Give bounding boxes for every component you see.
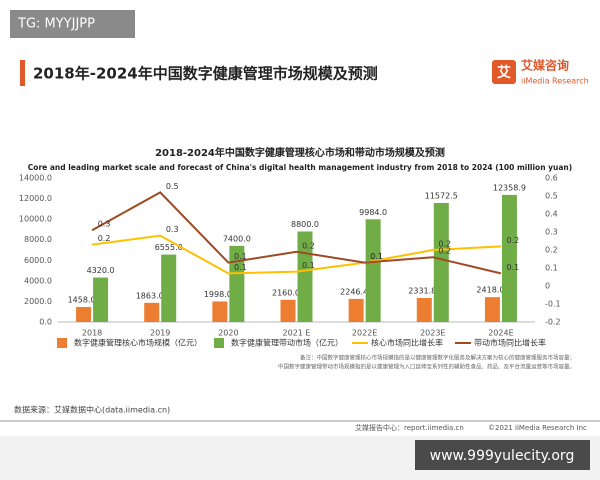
legend-label: 带动市场同比增长率 bbox=[474, 338, 546, 348]
y2-tick-label: -0.2 bbox=[545, 318, 561, 327]
bar-label: 6555.0 bbox=[155, 243, 183, 252]
line-label: 0.1 bbox=[302, 261, 315, 270]
bar bbox=[501, 194, 517, 322]
y2-tick-label: 0 bbox=[545, 282, 550, 291]
bar-label: 7400.0 bbox=[223, 234, 251, 243]
y2-tick-label: 0.6 bbox=[545, 174, 558, 183]
line-label: 0.3 bbox=[98, 220, 111, 229]
site-watermark: www.999yulecity.org bbox=[430, 448, 575, 464]
bar bbox=[212, 301, 228, 322]
bar bbox=[484, 297, 500, 322]
legend-label: 核心市场同比增长率 bbox=[371, 338, 443, 348]
logo-sub: iiMedia Research bbox=[521, 77, 589, 86]
y-tick-label: 8000.0 bbox=[24, 235, 52, 244]
line-label: 0.2 bbox=[507, 236, 520, 245]
y2-tick-label: 0.1 bbox=[545, 264, 558, 273]
bar-label: 12358.9 bbox=[493, 183, 526, 192]
bar-label: 1863.0 bbox=[136, 291, 164, 300]
x-tick-label: 2020 bbox=[218, 329, 238, 338]
x-tick-label: 2023E bbox=[420, 329, 445, 338]
bar-label: 1458.0 bbox=[68, 296, 96, 305]
page-title: 2018年-2024年中国数字健康管理市场规模及预测 bbox=[33, 65, 378, 83]
bar-label: 11572.5 bbox=[425, 191, 458, 200]
bar-label: 2246.4 bbox=[340, 287, 368, 296]
bar-label: 9984.0 bbox=[359, 208, 387, 217]
y2-tick-label: 0.4 bbox=[545, 210, 558, 219]
bar bbox=[144, 302, 160, 322]
x-tick-label: 2018 bbox=[82, 329, 102, 338]
bar-label: 4320.0 bbox=[87, 266, 115, 275]
legend-label: 数字健康管理带动市场（亿元） bbox=[231, 338, 343, 348]
x-tick-label: 2024E bbox=[488, 329, 513, 338]
line-label: 0.2 bbox=[438, 240, 451, 249]
bar bbox=[433, 202, 449, 322]
bar bbox=[365, 219, 381, 322]
legend-swatch bbox=[57, 338, 67, 348]
bar bbox=[280, 299, 296, 322]
note: 中国数字健康管理带动市场规模指的是以健康管理为入口延伸至系列性的辅助性食品、药品… bbox=[278, 363, 575, 371]
footer-right: ©2021 iiMedia Research Inc bbox=[488, 424, 587, 432]
legend-label: 数字健康管理核心市场规模（亿元） bbox=[74, 338, 202, 348]
bar-label: 2160.0 bbox=[272, 288, 300, 297]
bar-label: 2418.0 bbox=[476, 286, 504, 295]
y-tick-label: 12000.0 bbox=[19, 194, 52, 203]
logo-icon-text: 艾 bbox=[497, 64, 511, 81]
bar bbox=[348, 298, 364, 322]
logo: 艾媒咨询 bbox=[521, 58, 569, 73]
line-label: 0.1 bbox=[234, 252, 247, 261]
footer-left: 艾媒报告中心：report.iimedia.cn bbox=[355, 423, 464, 432]
watermark-box bbox=[10, 10, 135, 38]
line bbox=[91, 191, 502, 275]
x-tick-label: 2019 bbox=[150, 329, 170, 338]
bar-label: 1998.0 bbox=[204, 290, 232, 299]
y-tick-label: 0.0 bbox=[39, 318, 52, 327]
line-label: 0.1 bbox=[234, 263, 247, 272]
y-tick-label: 14000.0 bbox=[19, 174, 52, 183]
y2-tick-label: -0.1 bbox=[545, 300, 561, 309]
line-label: 0.2 bbox=[438, 247, 451, 256]
y2-tick-label: 0.3 bbox=[545, 228, 558, 237]
y-tick-label: 10000.0 bbox=[19, 215, 52, 224]
line-label: 0.3 bbox=[166, 225, 179, 234]
note: 备注：中国数字健康管理核心市场规模指的是以健康管理数字化服务及解决方案为核心的健… bbox=[300, 354, 575, 362]
source: 数据来源：艾媒数据中心(data.iimedia.cn) bbox=[14, 405, 170, 415]
y-tick-label: 6000.0 bbox=[24, 256, 52, 265]
chart-subtitle: Core and leading market scale and foreca… bbox=[28, 163, 572, 172]
x-tick-label: 2021 E bbox=[283, 329, 311, 338]
line-label: 0.5 bbox=[166, 182, 179, 191]
bar bbox=[93, 277, 109, 322]
legend-swatch bbox=[214, 338, 224, 348]
bar bbox=[229, 245, 245, 322]
y-tick-label: 2000.0 bbox=[24, 297, 52, 306]
logo-icon bbox=[492, 60, 516, 84]
bar bbox=[161, 254, 177, 322]
bar bbox=[76, 307, 92, 322]
line-label: 0.1 bbox=[507, 263, 520, 272]
title-accent bbox=[20, 60, 25, 86]
line-label: 0.1 bbox=[370, 252, 383, 261]
line-label: 0.1 bbox=[370, 252, 383, 261]
x-tick-label: 2022E bbox=[352, 329, 377, 338]
line bbox=[91, 234, 501, 275]
chart-title: 2018-2024年中国数字健康管理核心市场和带动市场规模及预测 bbox=[155, 146, 445, 159]
bar-label: 8800.0 bbox=[291, 220, 319, 229]
line-label: 0.2 bbox=[98, 234, 111, 243]
y2-tick-label: 0.2 bbox=[545, 246, 558, 255]
bar-label: 2331.8 bbox=[408, 287, 436, 296]
bar bbox=[416, 298, 432, 322]
y2-tick-label: 0.5 bbox=[545, 192, 558, 201]
watermark: TG: MYYJJPP bbox=[17, 17, 95, 32]
site-watermark-box bbox=[415, 440, 590, 470]
y-tick-label: 4000.0 bbox=[24, 276, 52, 285]
line-label: 0.2 bbox=[302, 241, 315, 250]
